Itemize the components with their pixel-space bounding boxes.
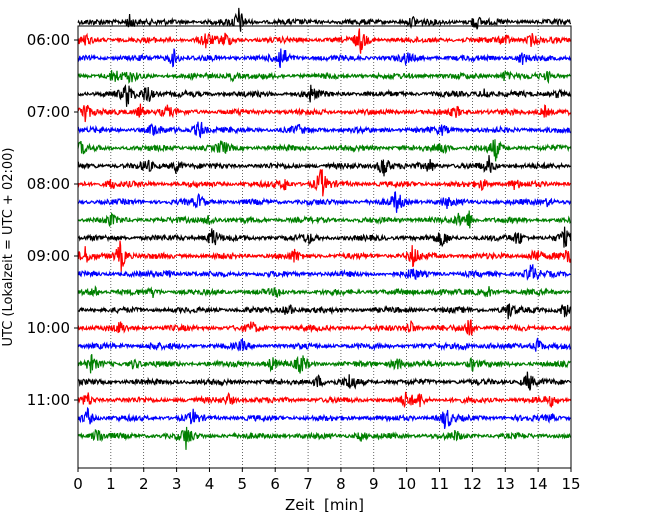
x-tick-label: 0	[73, 475, 83, 493]
x-axis-label: Zeit [min]	[285, 496, 364, 514]
seismic-trace	[77, 354, 571, 374]
seismic-trace	[77, 121, 571, 139]
seismic-trace	[77, 70, 571, 85]
x-tick-label: 12	[463, 475, 482, 493]
x-tick-label: 7	[303, 475, 313, 493]
x-axis-ticks: 0 1 2 3 4 5 6 7 8 9 10 11 12 13 14 15	[73, 468, 581, 493]
y-tick-label: 07:00	[27, 103, 70, 121]
seismic-trace	[77, 240, 572, 272]
seismic-trace	[77, 391, 572, 409]
y-tick-label: 10:00	[27, 319, 70, 337]
seismic-trace	[77, 426, 572, 450]
seismic-trace	[77, 303, 572, 320]
x-tick-label: 14	[529, 475, 548, 493]
x-tick-label: 15	[561, 475, 580, 493]
seismic-trace	[77, 155, 571, 177]
seismic-trace	[77, 139, 572, 162]
x-tick-label: 2	[139, 475, 149, 493]
plot-frame	[77, 25, 572, 469]
x-tick-label: 10	[397, 475, 416, 493]
y-tick-label: 11:00	[27, 391, 70, 409]
x-tick-label: 9	[369, 475, 379, 493]
seismic-trace	[77, 371, 572, 391]
y-axis-label: UTC (Lokalzeit = UTC + 02:00)	[1, 148, 16, 347]
y-tick-label: 08:00	[27, 175, 70, 193]
y-tick-label: 06:00	[27, 31, 70, 49]
seismic-trace	[77, 285, 572, 299]
x-tick-label: 6	[270, 475, 280, 493]
y-axis-ticks: 06:00 07:00 08:00 09:00 10:00 11:00	[27, 31, 78, 409]
x-tick-label: 4	[205, 475, 215, 493]
seismic-trace	[77, 7, 572, 32]
x-tick-label: 3	[172, 475, 182, 493]
seismic-trace	[77, 406, 571, 430]
x-tick-label: 1	[106, 475, 116, 493]
y-tick-label: 09:00	[27, 247, 70, 265]
x-tick-label: 8	[336, 475, 346, 493]
seismic-trace	[77, 337, 572, 352]
seismic-trace	[77, 48, 572, 69]
seismic-trace	[77, 28, 572, 54]
seismic-trace	[78, 226, 572, 248]
seismic-traces	[77, 7, 572, 450]
x-tick-label: 5	[238, 475, 248, 493]
seismic-trace	[77, 191, 572, 213]
seismic-trace	[77, 210, 572, 229]
x-tick-label: 13	[496, 475, 515, 493]
seismic-trace	[77, 264, 571, 281]
seismic-trace	[77, 319, 572, 336]
seismic-trace	[77, 103, 572, 123]
seismic-trace	[77, 83, 572, 107]
x-tick-label: 11	[430, 475, 449, 493]
seismic-trace	[77, 168, 571, 197]
